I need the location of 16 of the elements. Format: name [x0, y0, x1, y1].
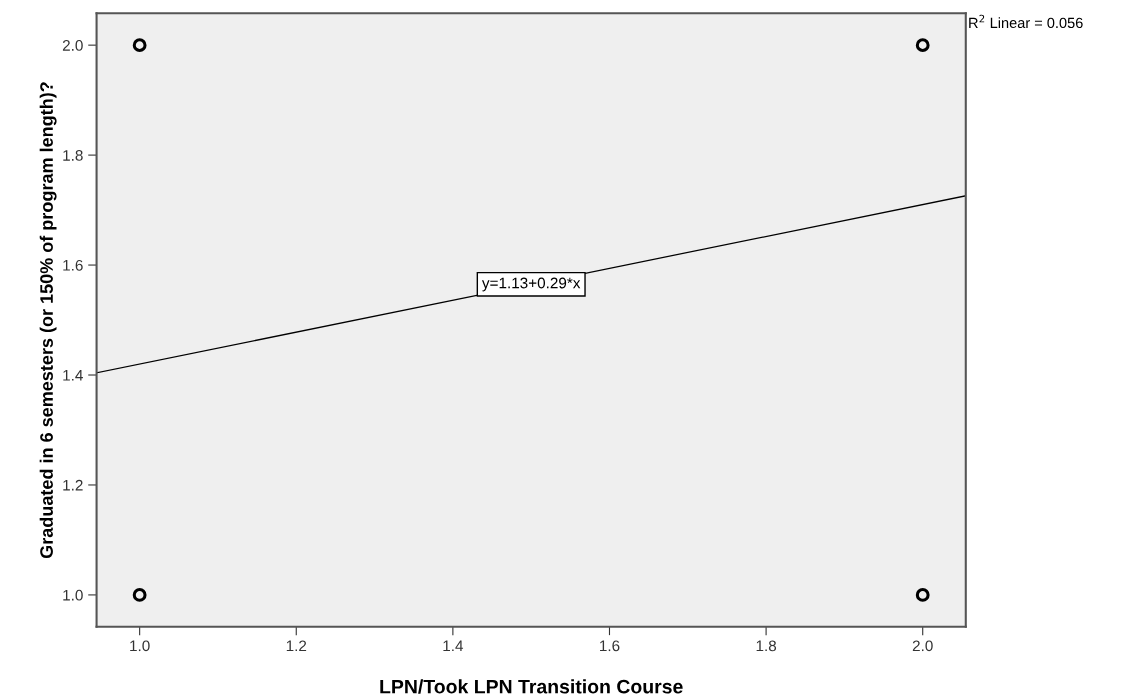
text: R$^{2}$ Linear = 0.056 [969, 14, 1083, 29]
y-tick-label: 1.8 [63, 149, 83, 161]
y-tick-label: 1.6 [63, 259, 83, 271]
y-tick-label: 1.0 [63, 589, 83, 601]
x-tick-label: 1.2 [286, 640, 307, 652]
x-axis-title: LPN/Took LPN Transition Course [380, 679, 683, 694]
y-tick-label: 1.4 [63, 370, 83, 381]
x-tick-label: 1.0 [130, 640, 150, 652]
x-tick-label: 1.8 [756, 640, 777, 652]
x-tick-label: 1.6 [600, 640, 620, 652]
y-tick-label: 2.0 [62, 40, 83, 51]
annotation: y=1.13+0.29*x [481, 277, 581, 292]
x-tick-label: 2.0 [912, 640, 933, 652]
x-tick-label: 1.4 [443, 640, 464, 652]
y-axis-title: Graduated in 6 semesters (or 150% of program length)? [39, 82, 57, 559]
y-tick-label: 1.2 [63, 479, 83, 491]
